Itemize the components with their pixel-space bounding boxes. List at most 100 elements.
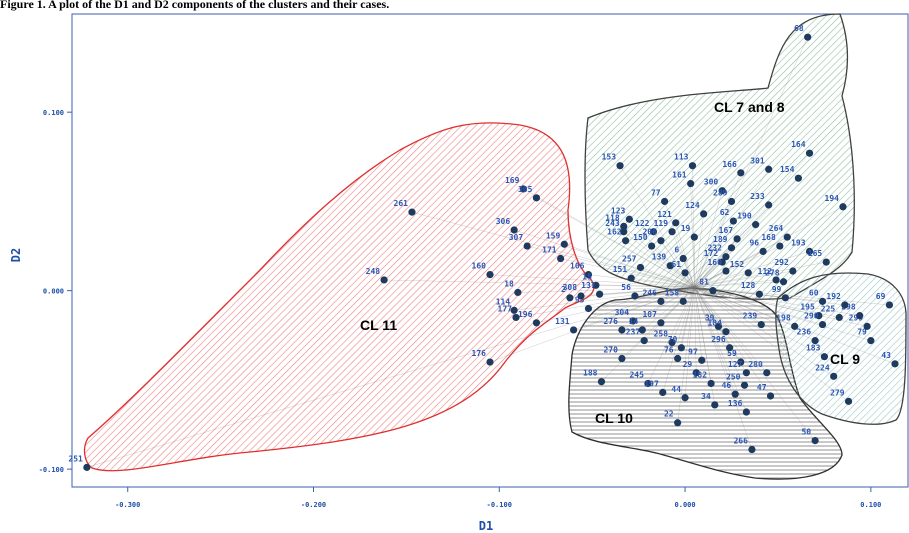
case-id-label: 118	[605, 213, 620, 222]
case-point	[625, 215, 633, 223]
case-point	[707, 379, 715, 388]
case-id-label: 245	[629, 370, 644, 379]
case-link	[411, 211, 695, 288]
case-link	[694, 251, 810, 288]
case-link	[625, 240, 695, 288]
case-point	[863, 322, 871, 330]
y-tick-label: -0.100	[39, 466, 64, 474]
case-id-label: 70	[668, 335, 678, 344]
case-link	[489, 274, 695, 288]
case-point	[596, 290, 604, 298]
case-point	[687, 179, 695, 188]
x-tick-label: -0.300	[115, 501, 140, 509]
case-id-label: 296	[711, 335, 726, 344]
case-link	[694, 287, 697, 373]
case-id-label: 233	[750, 192, 765, 201]
case-point	[835, 313, 843, 322]
case-point	[757, 320, 765, 329]
case-point	[744, 269, 752, 277]
case-link	[634, 286, 695, 297]
case-point	[692, 369, 700, 377]
case-point	[668, 228, 676, 236]
case-id-label: 290	[804, 312, 819, 321]
x-tick-label: -0.100	[487, 501, 512, 509]
case-point	[698, 356, 706, 364]
case-id-label: 189	[713, 235, 728, 244]
case-link	[694, 153, 810, 288]
case-id-label: 301	[750, 156, 765, 165]
case-point	[783, 233, 791, 241]
case-id-label: 258	[654, 329, 669, 338]
case-id-label: 19	[681, 224, 691, 233]
case-link	[694, 287, 753, 450]
case-link	[694, 281, 784, 288]
case-id-label: 22	[664, 410, 674, 419]
case-id-label: 280	[748, 360, 763, 369]
case-link	[694, 201, 732, 288]
case-point	[584, 304, 593, 313]
case-link	[514, 286, 695, 311]
case-id-label: 160	[472, 262, 487, 271]
case-link	[644, 286, 695, 341]
case-id-label: 43	[881, 351, 891, 360]
case-link	[694, 190, 723, 288]
case-id-label: 59	[727, 349, 737, 358]
case-id-label: 119	[654, 219, 669, 228]
case-point	[867, 337, 875, 345]
case-point	[510, 226, 518, 234]
case-point	[486, 358, 494, 366]
case-point	[844, 397, 853, 405]
case-id-label: 167	[719, 226, 734, 235]
case-link	[677, 287, 695, 423]
case-id-label: 193	[791, 238, 806, 247]
case-link	[670, 265, 695, 288]
case-point	[856, 312, 864, 320]
case-point	[718, 187, 726, 195]
case-point	[657, 237, 665, 245]
case-id-label: 162	[607, 228, 622, 237]
case-id-label: 276	[603, 317, 618, 326]
case-id-label: 34	[701, 392, 711, 401]
case-id-label: 239	[743, 312, 758, 321]
case-id-label: 124	[685, 201, 700, 210]
case-id-label: 128	[741, 281, 756, 290]
case-point	[830, 372, 838, 380]
case-id-label: 182	[693, 370, 708, 379]
case-id-label: 264	[769, 224, 784, 233]
y-tick-label: 0.000	[43, 288, 64, 296]
case-point	[627, 274, 635, 282]
case-point	[818, 297, 827, 305]
case-point	[631, 292, 639, 300]
case-id-label: 123	[611, 206, 626, 215]
case-link	[694, 206, 844, 288]
case-id-label: 236	[797, 328, 812, 337]
case-id-label: 151	[613, 265, 628, 274]
case-point	[765, 201, 773, 209]
case-point	[765, 165, 773, 173]
case-link	[560, 258, 695, 288]
case-link	[384, 279, 695, 288]
case-point	[822, 258, 830, 266]
case-id-label: 250	[726, 372, 741, 381]
case-id-label: 192	[826, 292, 841, 301]
case-id-label: 114	[496, 297, 511, 306]
case-point	[776, 242, 784, 250]
case-point	[733, 235, 741, 243]
case-link	[694, 272, 749, 288]
case-point	[644, 379, 652, 388]
case-id-label: 266	[733, 437, 748, 446]
case-point	[748, 445, 756, 454]
case-point	[597, 378, 606, 386]
cluster-label-11: CL 11	[360, 317, 397, 333]
case-point	[566, 294, 574, 302]
case-link	[573, 286, 695, 331]
case-link	[675, 222, 695, 288]
case-link	[694, 286, 834, 377]
case-link	[642, 286, 695, 331]
case-point	[755, 290, 763, 298]
case-link	[536, 197, 695, 288]
case-link	[694, 279, 777, 288]
case-id-label: 39	[705, 313, 715, 322]
case-link	[694, 286, 890, 306]
case-id-label: 257	[622, 254, 637, 263]
